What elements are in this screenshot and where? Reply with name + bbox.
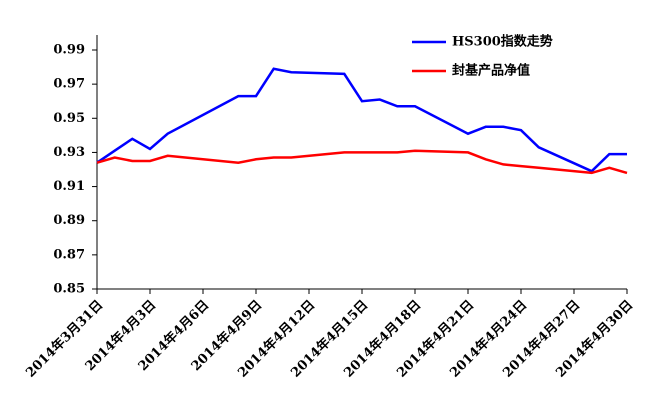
series-line: [96, 67, 627, 173]
y-tick-label: 0.85: [53, 282, 85, 297]
legend-label: HS300指数走势: [452, 34, 553, 50]
y-tick-label: 0.87: [53, 247, 85, 262]
y-tick-label: 0.99: [53, 43, 85, 58]
legend-label: 封基产品净值: [452, 63, 530, 79]
y-tick-label: 0.93: [53, 145, 85, 160]
y-tick-label: 0.89: [53, 213, 85, 228]
y-tick-label: 0.95: [53, 111, 85, 126]
y-tick-label: 0.97: [53, 77, 85, 92]
y-tick-label: 0.91: [53, 179, 85, 194]
series-line: [96, 149, 628, 175]
